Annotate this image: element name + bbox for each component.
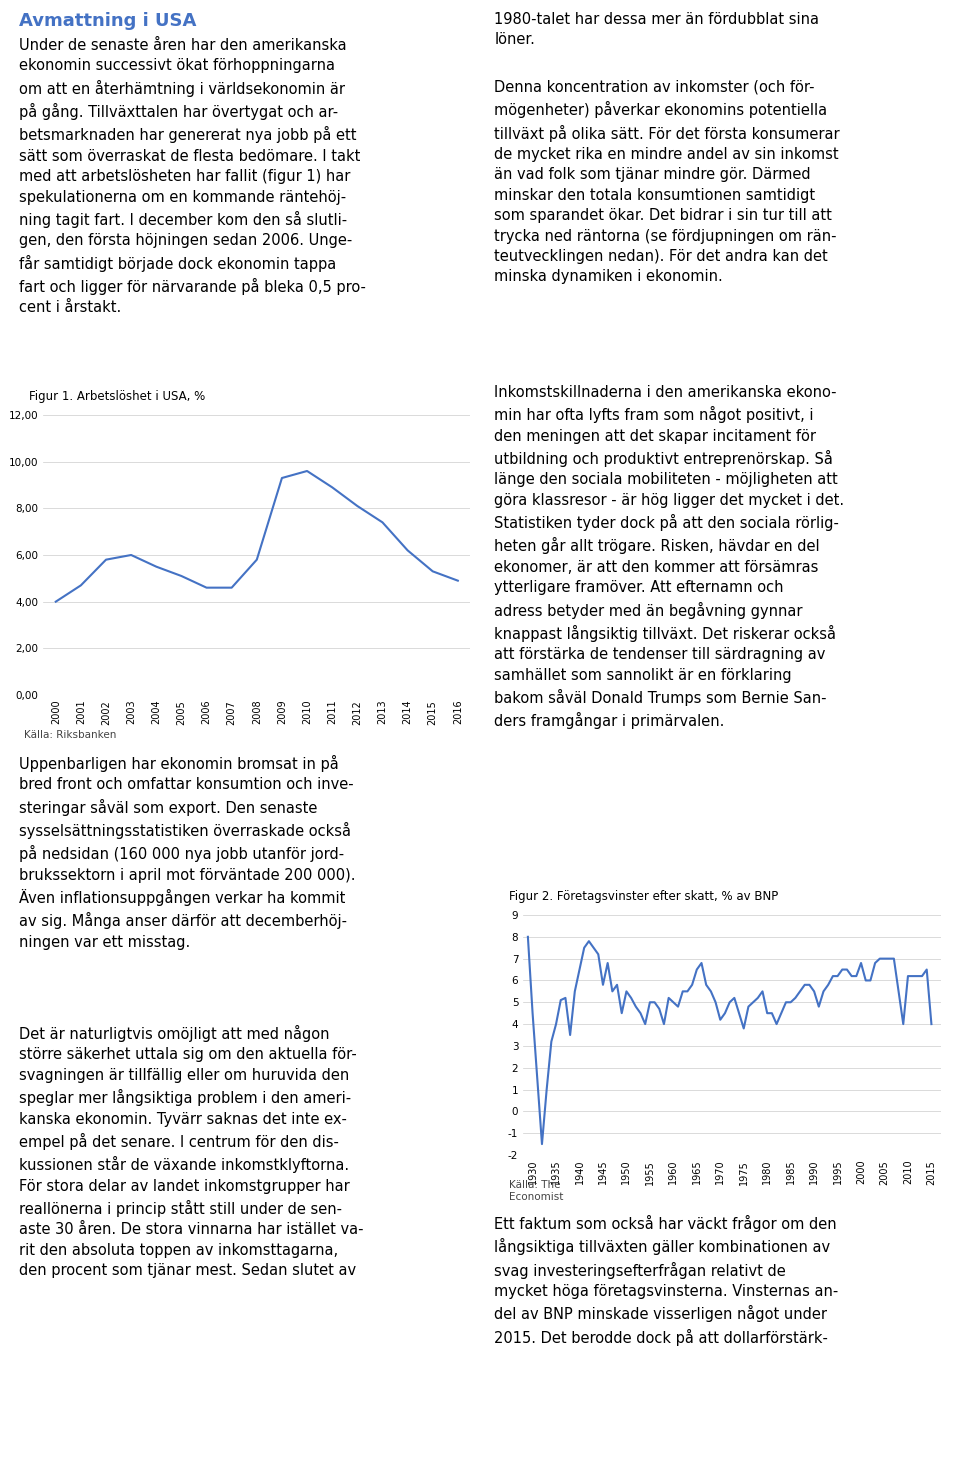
Text: Denna koncentration av inkomster (och för-
mögenheter) påverkar ekonomins potent: Denna koncentration av inkomster (och fö… [494,80,840,285]
Text: 1980-talet har dessa mer än fördubblat sina
löner.: 1980-talet har dessa mer än fördubblat s… [494,12,820,47]
Text: Inkomstskillnaderna i den amerikanska ekono-
min har ofta lyfts fram som något p: Inkomstskillnaderna i den amerikanska ek… [494,385,845,730]
Text: Uppenbarligen har ekonomin bromsat in på
bred front och omfattar konsumtion och : Uppenbarligen har ekonomin bromsat in på… [19,755,356,950]
Text: Figur 1. Arbetslöshet i USA, %: Figur 1. Arbetslöshet i USA, % [29,390,205,403]
Text: Det är naturligtvis omöjligt att med någon
större säkerhet uttala sig om den akt: Det är naturligtvis omöjligt att med någ… [19,1025,364,1278]
Text: Under de senaste åren har den amerikanska
ekonomin successivt ökat förhoppningar: Under de senaste åren har den amerikansk… [19,38,366,315]
Text: Avmattning i USA: Avmattning i USA [19,12,197,31]
Text: Källa: Riksbanken: Källa: Riksbanken [24,730,116,740]
Text: Källa: The
Economist: Källa: The Economist [509,1180,564,1202]
Text: Ett faktum som också har väckt frågor om den
långsiktiga tillväxten gäller kombi: Ett faktum som också har väckt frågor om… [494,1215,839,1346]
Text: Figur 2. Företagsvinster efter skatt, % av BNP: Figur 2. Företagsvinster efter skatt, % … [509,891,778,902]
